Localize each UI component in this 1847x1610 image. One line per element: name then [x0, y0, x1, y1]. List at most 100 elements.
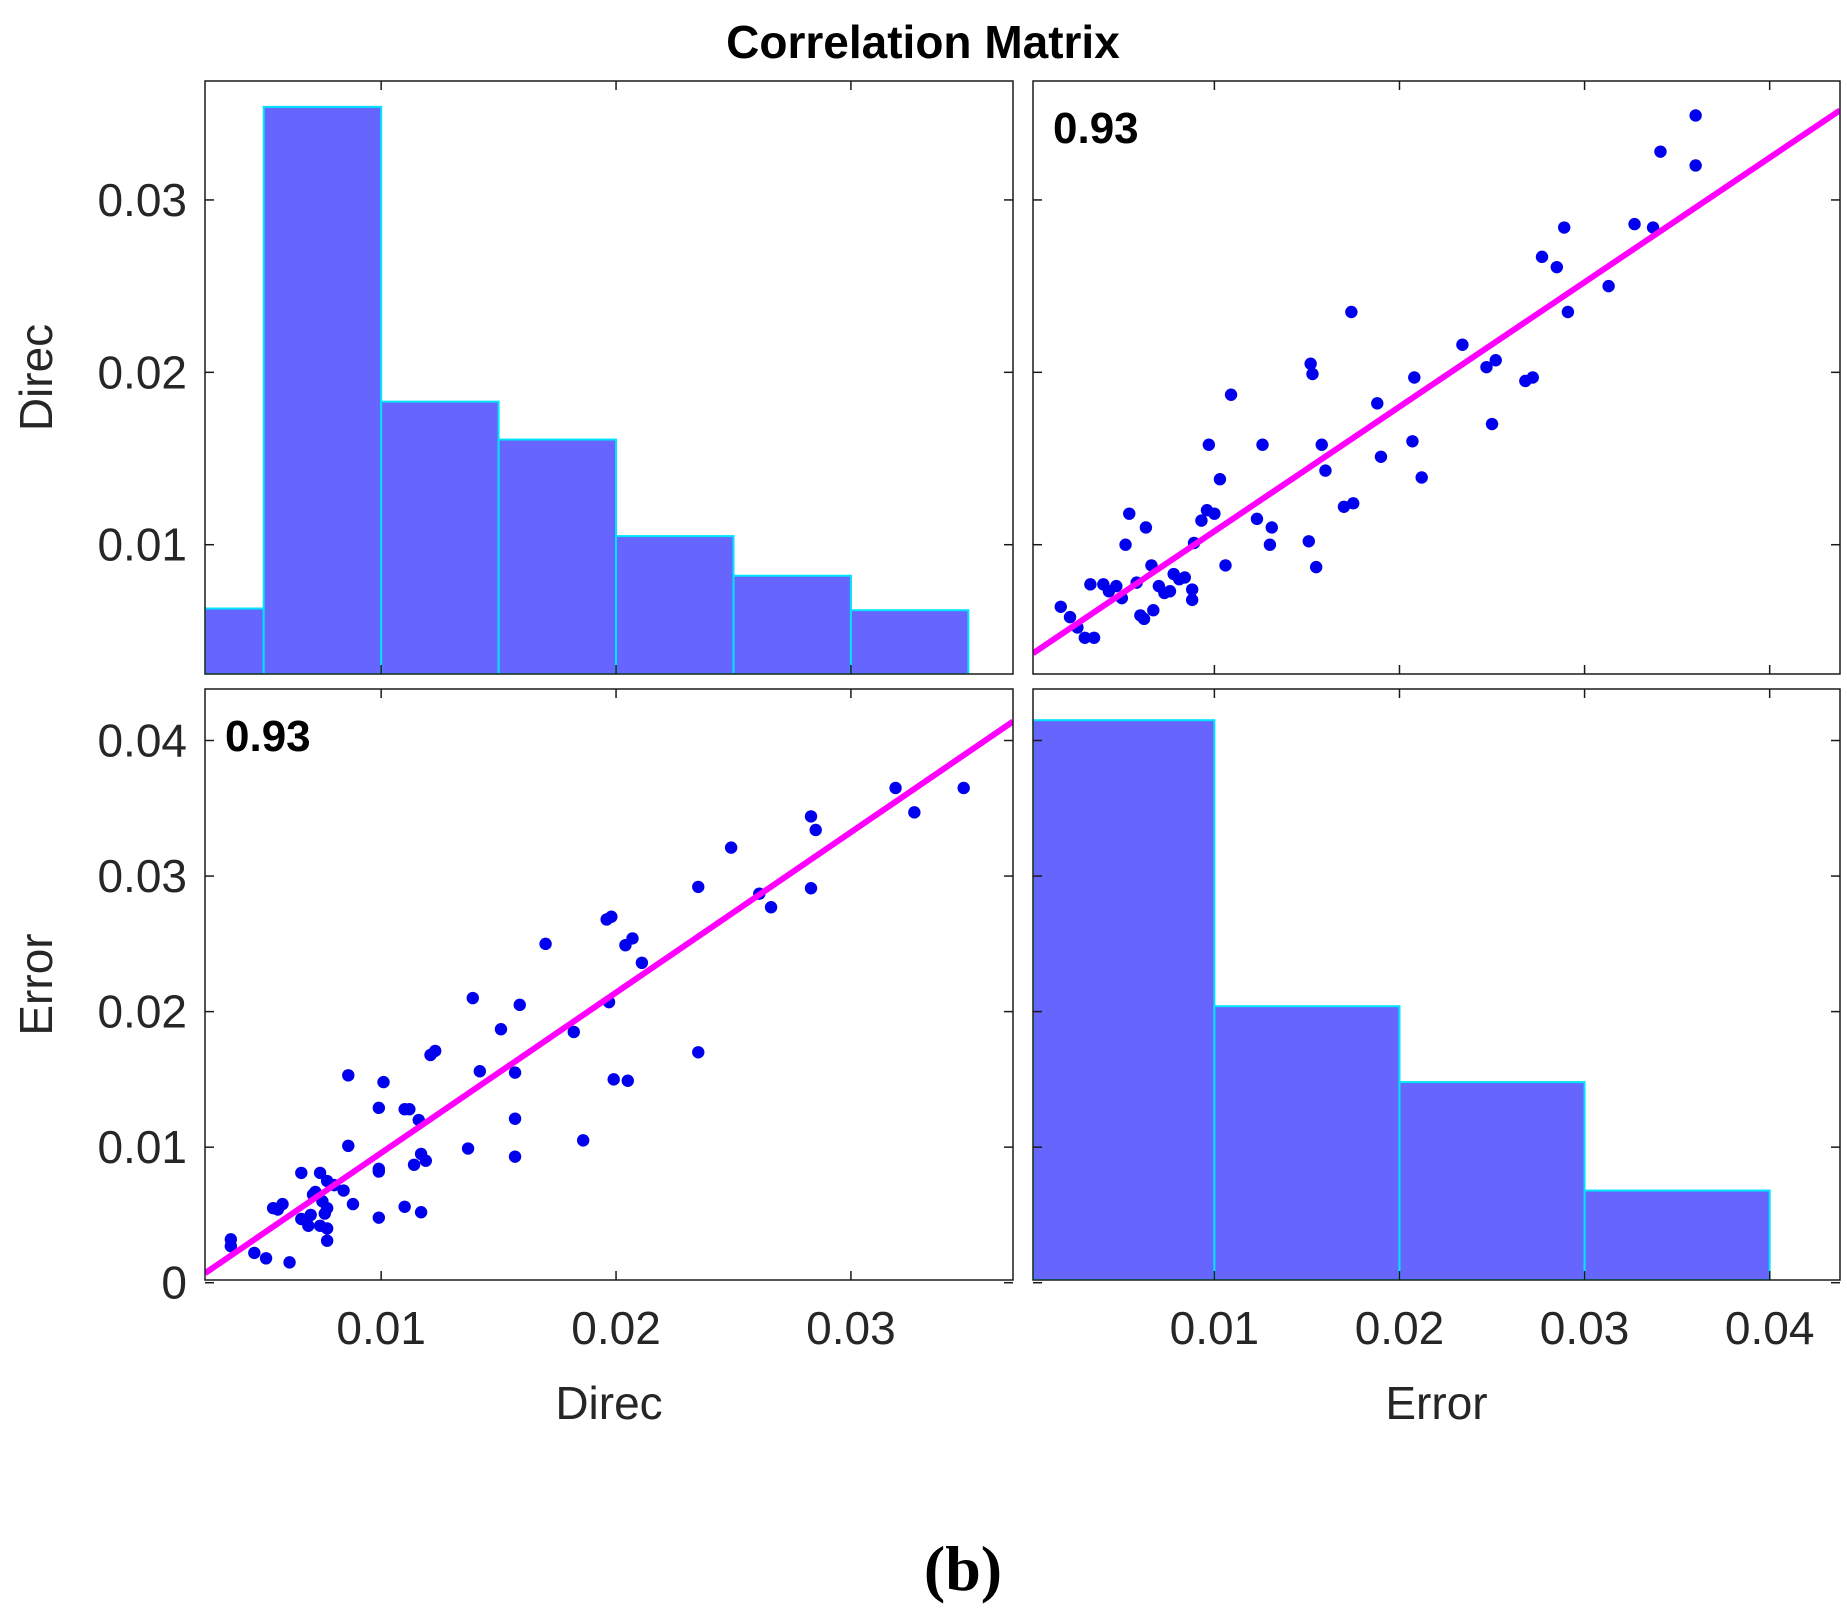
data-point: [372, 1101, 386, 1115]
data-point: [1408, 371, 1421, 384]
data-point: [1078, 631, 1092, 644]
y-tick-label: 0.01: [97, 1121, 187, 1173]
histogram-bar: [1213, 1005, 1401, 1280]
data-point: [889, 781, 902, 795]
data-point: [283, 1256, 296, 1269]
panel-direc-vs-error-scatter: 0.93 0.01 0.02 0.03 0 0.01 0.02 0.03 0.04 Direc Er…: [10, 688, 1014, 1429]
y-tick-label: 0.02: [97, 986, 187, 1038]
data-point: [1256, 438, 1269, 451]
histogram-bar: [849, 609, 970, 674]
data-point: [1185, 593, 1199, 607]
data-point: [1087, 631, 1101, 644]
data-point: [508, 1112, 522, 1125]
data-point: [342, 1069, 355, 1082]
data-point: [320, 1234, 334, 1247]
correlation-value: 0.93: [225, 712, 311, 761]
data-point: [1415, 471, 1428, 484]
data-point: [1689, 159, 1702, 172]
data-point: [1110, 579, 1123, 593]
data-point: [1371, 397, 1384, 410]
data-point: [259, 1252, 273, 1265]
data-point: [1054, 600, 1067, 613]
y-axis-label: Error: [10, 933, 62, 1035]
data-point: [508, 1150, 522, 1163]
data-point: [1147, 604, 1160, 617]
data-point: [337, 1184, 350, 1197]
data-point: [1480, 360, 1493, 374]
plot-area: [1033, 719, 1771, 1280]
axes-frame: [1032, 688, 1841, 1281]
histogram-bar: [205, 607, 265, 674]
data-point: [346, 1197, 360, 1211]
data-point: [494, 1023, 508, 1036]
data-point: [1178, 571, 1191, 584]
plot-area: [205, 105, 970, 674]
data-point: [414, 1206, 428, 1219]
data-point: [513, 998, 526, 1012]
data-point: [957, 781, 970, 795]
data-point: [428, 1044, 442, 1058]
data-point: [1654, 145, 1667, 158]
correlation-value: 0.93: [1053, 104, 1139, 153]
data-point: [1202, 438, 1216, 451]
data-point: [1550, 260, 1564, 274]
axes-frame: [204, 80, 1014, 675]
data-point: [1345, 305, 1358, 319]
data-point: [1456, 338, 1469, 351]
y-tick-label: 0.03: [97, 174, 187, 226]
fit-line: [1033, 107, 1840, 656]
data-point: [1689, 109, 1702, 122]
panel-error-vs-direc-scatter: 0.93: [1032, 80, 1841, 675]
x-tick-label: 0.01: [1170, 1302, 1260, 1354]
data-point: [605, 910, 618, 923]
data-point: [804, 810, 818, 823]
data-point: [1208, 507, 1221, 520]
data-point: [461, 1142, 475, 1155]
figure-title: Correlation Matrix: [726, 16, 1120, 68]
data-point: [403, 1103, 416, 1116]
x-tick-label: 0.02: [571, 1302, 661, 1354]
data-point: [1195, 514, 1208, 527]
data-point: [1304, 357, 1317, 370]
data-point: [302, 1219, 315, 1232]
data-point: [1561, 305, 1575, 319]
data-point: [1319, 464, 1332, 477]
data-point: [1265, 521, 1278, 534]
data-point: [1628, 217, 1641, 231]
data-point: [1558, 221, 1571, 234]
data-point: [398, 1200, 411, 1214]
histogram-bar: [1033, 719, 1216, 1280]
data-point: [1526, 371, 1539, 384]
data-point: [372, 1165, 386, 1178]
data-point: [692, 880, 705, 894]
data-point: [1347, 497, 1360, 510]
data-point: [320, 1222, 334, 1235]
data-point: [1084, 578, 1097, 591]
histogram-bar: [1398, 1081, 1586, 1280]
x-axis-label: Direc: [555, 1377, 662, 1429]
data-point: [1309, 560, 1323, 574]
data-point: [621, 1074, 634, 1087]
data-point: [419, 1154, 432, 1167]
data-point: [539, 937, 552, 951]
data-point: [1224, 388, 1238, 401]
histogram-bar: [262, 105, 383, 674]
data-point: [320, 1201, 334, 1215]
data-point: [809, 823, 822, 837]
histogram-bar: [732, 574, 852, 674]
histogram-bar: [497, 438, 618, 674]
plot-area: [1033, 107, 1840, 656]
data-point: [1485, 417, 1499, 431]
x-tick-label: 0.04: [1725, 1302, 1815, 1354]
y-tick-label: 0.04: [97, 715, 187, 767]
data-point: [1219, 559, 1232, 572]
fit-line: [205, 719, 1013, 1276]
data-point: [508, 1066, 522, 1079]
data-point: [1406, 435, 1419, 448]
data-point: [1137, 612, 1151, 626]
x-axis-label: Error: [1385, 1377, 1487, 1429]
histogram-bar: [615, 535, 735, 674]
panel-error-histogram: 0.01 0.02 0.03 0.04 Error: [1032, 688, 1841, 1429]
data-point: [372, 1211, 386, 1224]
